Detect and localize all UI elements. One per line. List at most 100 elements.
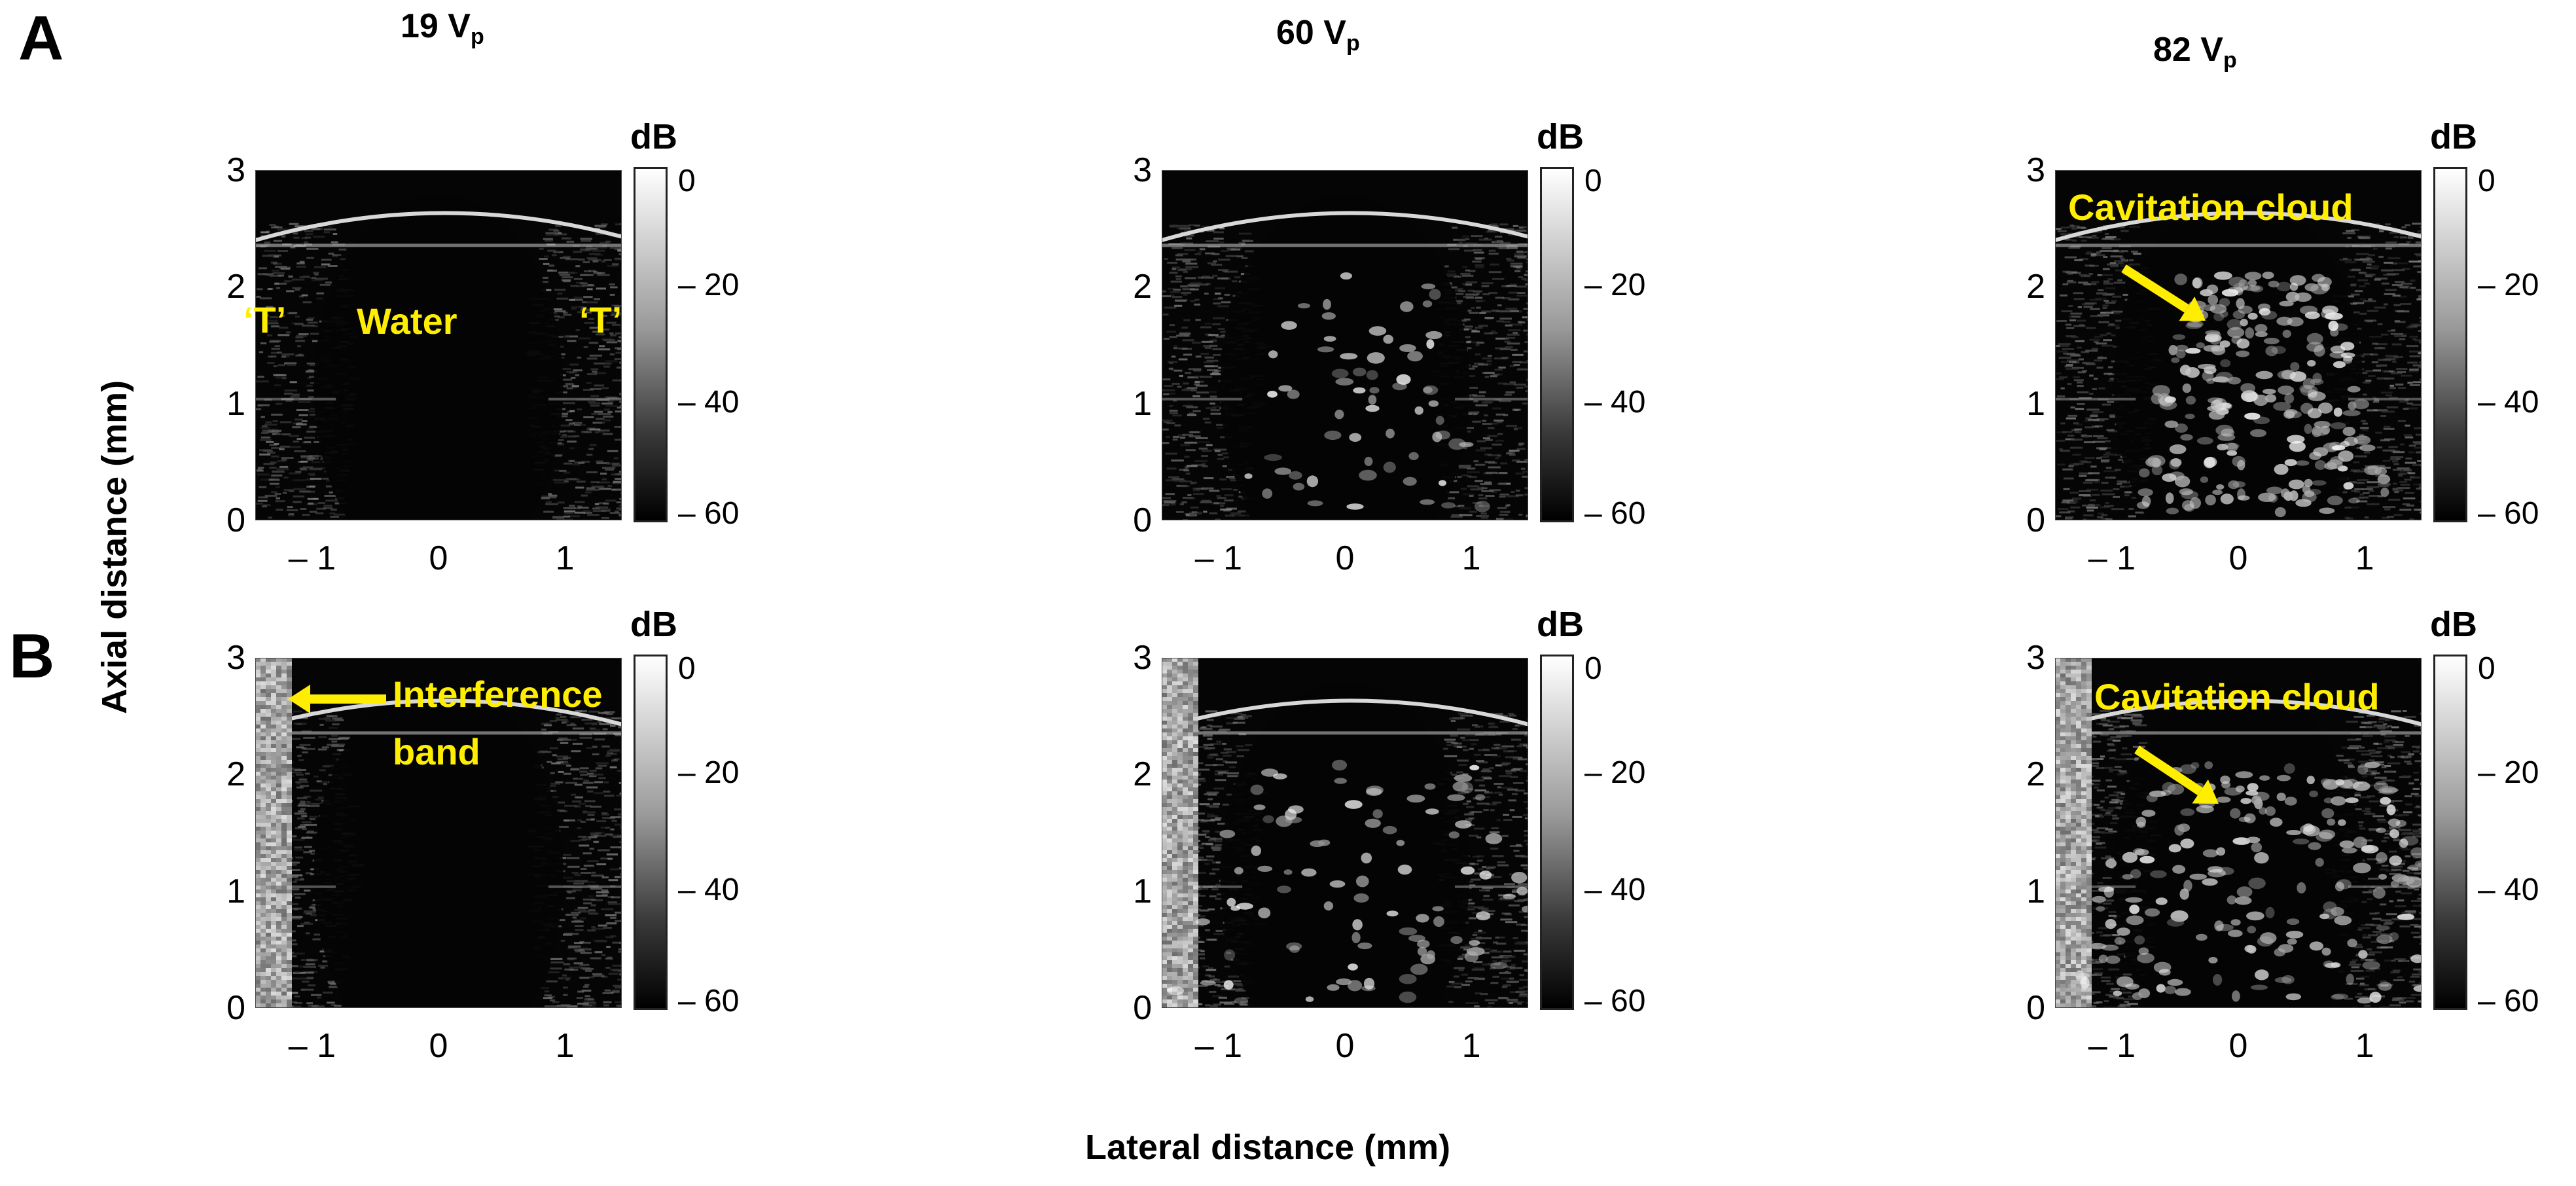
colorbar-tick-label: – 40	[678, 385, 740, 420]
colorbar-tick-label: – 40	[2478, 872, 2539, 908]
colorbar	[2433, 655, 2467, 1010]
colorbar-title: dB	[2430, 117, 2477, 156]
y-tick-label: 0	[226, 989, 245, 1027]
y-tick-label: 1	[2026, 872, 2045, 910]
x-tick-label: 1	[2355, 539, 2374, 577]
row-label-b: B	[9, 621, 55, 691]
reflector-line	[548, 397, 622, 401]
reflector-line	[255, 885, 336, 888]
ultrasound-image	[1162, 658, 1528, 1008]
y-tick-label: 2	[226, 268, 245, 306]
y-tick-label: 3	[1133, 151, 1152, 189]
label-cavitation-cloud-b: Cavitation cloud	[2094, 676, 2380, 717]
reflector-line	[1455, 885, 1528, 888]
y-tick-label: 2	[1133, 268, 1152, 306]
colorbar-tick-label: – 40	[1584, 872, 1646, 908]
interference-band	[2055, 658, 2092, 1008]
reflector-line	[2055, 731, 2422, 735]
arrow-cavitation-b	[2134, 746, 2219, 804]
reflector-line	[1162, 731, 1528, 735]
reflector-line	[255, 397, 336, 401]
y-tick-label: 0	[1133, 501, 1152, 539]
x-tick-label: – 1	[288, 1027, 336, 1065]
y-tick-label: 1	[1133, 384, 1152, 423]
top-reflector	[2055, 211, 2422, 242]
interference-band	[1162, 658, 1198, 1008]
top-reflector	[2055, 698, 2422, 730]
colorbar-tick-label: – 20	[2478, 268, 2539, 303]
colorbar-tick-label: – 40	[678, 872, 740, 908]
y-tick-label: 3	[2026, 639, 2045, 677]
y-tick-label: 2	[1133, 755, 1152, 794]
colorbar-title: dB	[1537, 117, 1584, 156]
cavitation-cloud	[1244, 272, 1490, 512]
water-region	[1220, 682, 1470, 1008]
column-title-82vp: 82 Vp	[2153, 31, 2237, 73]
x-tick-label: – 1	[2088, 539, 2136, 577]
reflector-line	[255, 731, 622, 735]
y-tick-label: 0	[2026, 989, 2045, 1027]
y-tick-label: 1	[226, 872, 245, 910]
ultrasound-image	[255, 658, 622, 1008]
label-water: Water	[357, 300, 457, 342]
top-reflector	[255, 698, 622, 730]
x-tick-label: 1	[555, 539, 575, 577]
colorbar-tick-label: 0	[1584, 164, 1602, 198]
reflector-line	[255, 243, 622, 247]
colorbar-tick-label: – 20	[678, 268, 740, 303]
x-tick-label: – 1	[288, 539, 336, 577]
colorbar-tick-label: – 60	[678, 495, 740, 531]
colorbar-tick-label: – 40	[2478, 385, 2539, 420]
colorbar	[1540, 167, 1574, 522]
colorbar-tick-label: – 60	[2478, 983, 2539, 1018]
ultrasound-image	[2055, 658, 2422, 1008]
top-reflector	[255, 211, 622, 242]
x-tick-label: 0	[429, 1027, 448, 1065]
y-tick-label: 0	[226, 501, 245, 539]
reflector-line	[548, 885, 622, 888]
reflector-line	[1162, 885, 1243, 888]
water-region	[313, 194, 564, 520]
reflector-line	[2055, 397, 2136, 401]
colorbar-tick-label: – 60	[1584, 983, 1646, 1018]
column-title-19vp: 19 Vp	[401, 7, 484, 49]
x-tick-label: – 1	[1194, 539, 1243, 577]
colorbar-title: dB	[2430, 605, 2477, 644]
colorbar-tick-label: – 20	[1584, 268, 1646, 303]
arrow-cavitation-a	[2121, 264, 2206, 321]
colorbar-tick-label: – 20	[2478, 755, 2539, 791]
x-tick-label: – 1	[1194, 1027, 1243, 1065]
colorbar	[1540, 655, 1574, 1010]
water-region	[2113, 682, 2363, 1008]
reflector-line	[2348, 397, 2422, 401]
y-tick-label: 0	[1133, 989, 1152, 1027]
x-tick-label: 0	[2228, 1027, 2248, 1065]
interference-band	[255, 658, 292, 1008]
colorbar-title: dB	[1537, 605, 1584, 644]
colorbar-tick-label: – 20	[678, 755, 740, 791]
y-tick-label: 2	[2026, 755, 2045, 794]
y-tick-label: 1	[226, 384, 245, 423]
ultrasound-image	[2055, 170, 2422, 520]
cavitation-cloud	[1167, 759, 1528, 1004]
ultrasound-image	[1162, 170, 1528, 520]
x-tick-label: 0	[1335, 539, 1355, 577]
reflector-line	[2348, 885, 2422, 888]
colorbar-tick-label: 0	[678, 164, 696, 198]
x-tick-label: – 1	[2088, 1027, 2136, 1065]
colorbar-tick-label: – 60	[678, 983, 740, 1018]
colorbar-tick-label: 0	[2478, 651, 2496, 686]
arrow-interference	[288, 685, 386, 713]
colorbar	[2433, 167, 2467, 522]
label-transducer-right: ‘T’	[579, 299, 622, 340]
colorbar-title: dB	[630, 605, 677, 644]
reflector-line	[1162, 397, 1243, 401]
y-tick-label: 2	[226, 755, 245, 794]
top-reflector	[1162, 211, 1528, 242]
ultrasound-image	[255, 170, 622, 520]
reflector-line	[2055, 243, 2422, 247]
x-tick-label: 1	[1461, 1027, 1481, 1065]
reflector-line	[2055, 885, 2136, 888]
y-tick-label: 3	[2026, 151, 2045, 189]
colorbar-tick-label: – 60	[2478, 495, 2539, 531]
